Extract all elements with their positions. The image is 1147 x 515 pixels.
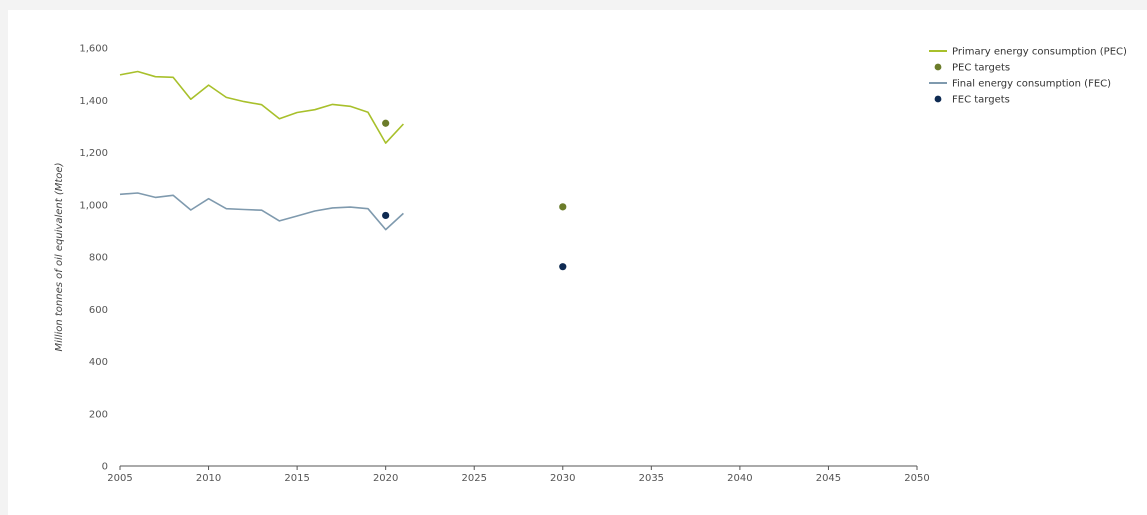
legend-swatch: [934, 63, 942, 71]
x-tick-label: 2050: [904, 473, 929, 484]
x-tick-label: 2045: [816, 473, 841, 484]
y-tick-label: 1,200: [79, 148, 108, 159]
y-tick-label: 800: [89, 253, 108, 264]
legend-label[interactable]: FEC targets: [952, 95, 1010, 106]
legend-swatch: [934, 95, 942, 103]
y-tick-label: 1,000: [79, 200, 108, 211]
legend-label[interactable]: PEC targets: [952, 63, 1010, 74]
x-tick-label: 2025: [461, 473, 486, 484]
x-tick-label: 2040: [727, 473, 752, 484]
x-tick-label: 2030: [550, 473, 575, 484]
y-tick-label: 0: [102, 462, 108, 473]
series-layer: [119, 70, 567, 271]
y-tick-label: 1,600: [79, 44, 108, 55]
y-axis-title: Million tonnes of oil equivalent (Mtoe): [54, 163, 65, 352]
legend: Primary energy consumption (PEC) PEC targ…: [929, 47, 1127, 106]
y-tick-label: 600: [89, 305, 108, 316]
y-tick-label: 200: [89, 409, 108, 420]
y-tick-label: 400: [89, 357, 108, 368]
y-axis-ticks: 0 200 400 600 800 1,000 1,200 1,400 1,600: [79, 44, 108, 473]
series-line-final-energy-consumption-fec: [119, 192, 404, 231]
series-line-primary-energy-consumption-pec: [119, 70, 404, 144]
data-point-fec-targets: [382, 211, 390, 220]
data-point-pec-targets: [382, 119, 390, 127]
x-tick-label: 2005: [107, 473, 132, 484]
x-tick-label: 2015: [284, 473, 309, 484]
data-point-pec-targets: [559, 203, 567, 211]
x-tick-label: 2010: [196, 473, 221, 484]
legend-label[interactable]: Final energy consumption (FEC): [952, 79, 1111, 90]
x-axis-ticks: 2005 2010 2015 2020 2025 2030 2035 2040 2045 2050: [107, 466, 930, 484]
x-tick-label: 2020: [373, 473, 398, 484]
y-tick-label: 1,400: [79, 96, 108, 107]
legend-label[interactable]: Primary energy consumption (PEC): [952, 47, 1127, 58]
data-point-fec-targets: [559, 263, 567, 271]
x-tick-label: 2035: [639, 473, 664, 484]
